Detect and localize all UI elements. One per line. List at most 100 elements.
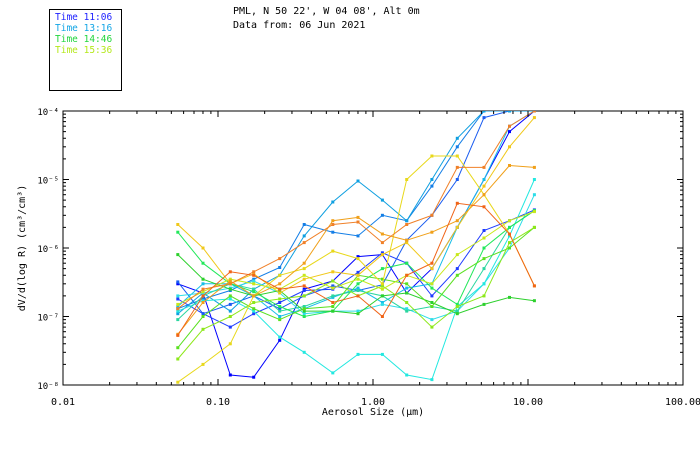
data-point <box>356 352 360 356</box>
data-point <box>380 301 384 304</box>
data-point <box>508 219 511 223</box>
data-point <box>482 229 486 232</box>
data-point <box>176 280 180 284</box>
data-point <box>356 257 360 261</box>
data-point <box>252 282 256 286</box>
data-point <box>331 230 335 234</box>
data-point <box>356 309 360 313</box>
data-point <box>508 232 511 236</box>
data-point <box>405 219 409 223</box>
data-point <box>228 279 232 283</box>
data-point <box>430 184 434 188</box>
data-point <box>380 198 384 202</box>
data-point <box>482 302 486 306</box>
data-point <box>252 270 256 274</box>
data-point <box>176 223 180 226</box>
data-point <box>430 213 434 217</box>
data-point <box>356 277 360 281</box>
data-point <box>252 273 256 277</box>
data-point <box>331 371 335 375</box>
data-point <box>228 309 232 313</box>
data-point <box>532 116 536 120</box>
data-point <box>532 178 536 181</box>
data-point <box>278 282 282 286</box>
data-point <box>176 318 180 322</box>
data-point <box>380 315 384 318</box>
data-point <box>482 267 486 271</box>
data-point <box>356 255 360 259</box>
data-point <box>508 124 511 128</box>
x-tick-label: 0.10 <box>206 397 230 408</box>
data-point <box>482 184 486 188</box>
series-line-1 <box>177 111 535 378</box>
data-point <box>532 193 536 197</box>
data-point <box>201 299 205 303</box>
x-tick-label: 10.00 <box>513 397 543 408</box>
series-line-10 <box>177 210 535 318</box>
data-point <box>331 301 335 304</box>
data-point <box>302 284 306 288</box>
data-point <box>302 305 306 308</box>
x-tick-label: 100.00 <box>665 397 700 408</box>
data-point <box>331 284 335 288</box>
data-point <box>380 253 384 257</box>
data-point <box>201 315 205 318</box>
data-point <box>302 350 306 354</box>
data-point <box>430 294 434 298</box>
data-point <box>455 312 459 316</box>
data-point <box>228 282 232 286</box>
data-point <box>278 266 282 269</box>
y-tick-label: 10⁻⁸ <box>37 382 59 392</box>
data-point <box>380 277 384 281</box>
data-point <box>455 267 459 271</box>
data-point <box>331 279 335 283</box>
data-point <box>430 267 434 271</box>
data-point <box>228 277 232 281</box>
data-point <box>201 327 205 331</box>
data-point <box>405 309 409 313</box>
data-point <box>278 273 282 277</box>
data-point <box>380 302 384 306</box>
data-point <box>532 210 536 214</box>
data-point <box>331 286 335 290</box>
data-point <box>532 225 536 229</box>
data-point <box>302 315 306 318</box>
plot-frame <box>62 110 684 386</box>
data-point <box>302 234 306 238</box>
y-tick-label: 10⁻⁷ <box>37 314 59 324</box>
data-point <box>201 277 205 281</box>
data-point <box>201 287 205 291</box>
data-point <box>201 301 205 304</box>
data-point <box>228 287 232 291</box>
y-tick-label: 10⁻⁴ <box>37 108 59 118</box>
data-point <box>176 302 180 306</box>
data-point <box>331 249 335 253</box>
data-point <box>482 178 486 181</box>
series-line-7 <box>177 194 535 321</box>
series-line-13 <box>177 226 535 360</box>
legend-box: Time 11:06 Time 13:16 Time 14:46 Time 15… <box>49 9 122 91</box>
data-point <box>302 294 306 298</box>
data-point <box>405 238 409 242</box>
data-point <box>278 309 282 313</box>
data-point <box>176 230 180 234</box>
data-point <box>455 253 459 257</box>
data-point <box>405 301 409 304</box>
data-point <box>430 282 434 286</box>
data-point <box>356 294 360 298</box>
data-point <box>331 219 335 223</box>
data-point <box>302 273 306 277</box>
data-point <box>331 200 335 204</box>
data-point <box>455 154 459 158</box>
data-point <box>201 297 205 301</box>
data-point <box>176 309 180 313</box>
data-point <box>176 294 180 298</box>
data-point <box>430 261 434 265</box>
data-point <box>278 307 282 311</box>
data-point <box>302 312 306 316</box>
data-point <box>455 302 459 306</box>
data-point <box>455 201 459 205</box>
data-point <box>482 257 486 261</box>
data-point <box>252 375 256 379</box>
